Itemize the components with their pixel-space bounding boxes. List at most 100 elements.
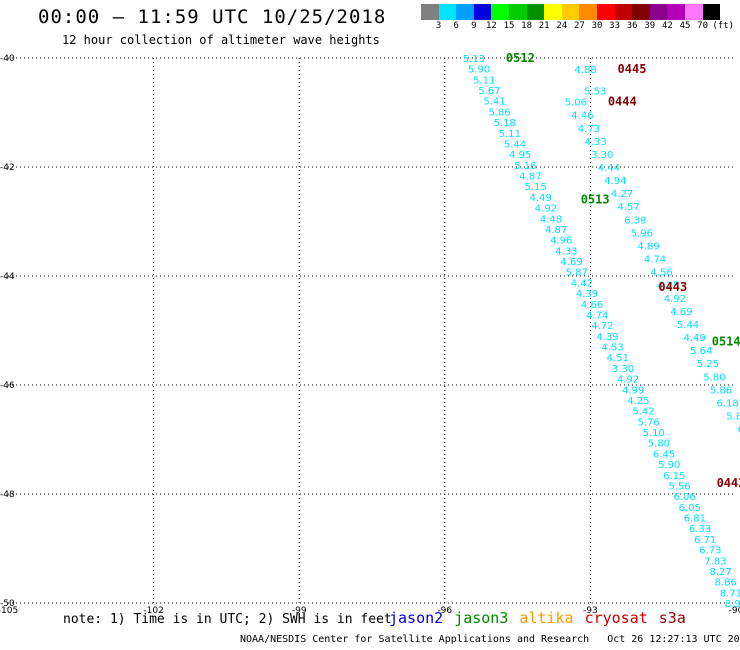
wave-height-value: 5.10 bbox=[643, 428, 665, 439]
color-scale-label: 45 bbox=[679, 21, 691, 31]
x-tick-label: -96 bbox=[437, 606, 452, 616]
color-swatch bbox=[421, 4, 439, 20]
color-scale-label: 70 bbox=[697, 21, 709, 31]
wave-height-value: 4.95 bbox=[509, 150, 531, 161]
satellite-legend: jason2 jason3 altika cryosat s3a bbox=[389, 609, 697, 627]
wave-height-value: 4.49 bbox=[684, 333, 706, 344]
wave-height-value: 5.90 bbox=[658, 460, 680, 471]
color-scale-label: 33 bbox=[609, 21, 621, 31]
y-tick-label: -48 bbox=[0, 490, 15, 500]
color-scale-label: 36 bbox=[626, 21, 638, 31]
wave-height-value: 5.53 bbox=[584, 87, 606, 98]
wave-height-value: 5.96 bbox=[631, 228, 653, 239]
color-swatch bbox=[438, 4, 457, 20]
wave-height-value: 4.92 bbox=[664, 294, 686, 305]
y-tick-label: -50 bbox=[0, 599, 15, 609]
wave-height-value: 6.73 bbox=[699, 546, 721, 557]
color-scale-label: 18 bbox=[521, 21, 533, 31]
x-tick-label: -99 bbox=[292, 606, 307, 616]
wave-height-value: 6.15 bbox=[663, 471, 685, 482]
wave-height-value: 4.48 bbox=[540, 214, 562, 225]
wave-height-value: 4.88 bbox=[574, 65, 596, 76]
wave-height-color-scale bbox=[421, 4, 721, 20]
wave-height-value: 4.46 bbox=[571, 111, 593, 122]
wave-height-value: 6 bbox=[738, 425, 740, 436]
wave-height-value: 4.94 bbox=[604, 176, 626, 187]
legend-item-altika: altika bbox=[519, 609, 574, 627]
wave-height-value: 5.11 bbox=[473, 75, 495, 86]
wave-height-value: 4.56 bbox=[651, 268, 673, 279]
footer: NOAA/NESDIS Center for Satellite Applica… bbox=[240, 634, 740, 645]
pass-time-labels: 0512 0445 0444 0513 0443 0514 0442 bbox=[506, 51, 740, 490]
wave-height-value: 4.87 bbox=[545, 225, 567, 236]
wave-height-value: 5.06 bbox=[565, 98, 587, 109]
wave-height-value: 5.86 bbox=[710, 385, 732, 396]
wave-height-value: 4.69 bbox=[670, 307, 692, 318]
pass-time-label: 0513 bbox=[581, 193, 610, 207]
footer-timestamp: Oct 26 12:27:13 UTC 2018 bbox=[607, 634, 740, 645]
wave-height-value: 5.56 bbox=[668, 481, 690, 492]
wave-height-value: 5.42 bbox=[632, 407, 654, 418]
x-tick-label: -90 bbox=[729, 606, 740, 616]
wave-height-value: 5.13 bbox=[463, 54, 485, 65]
wave-height-values: 5.135.905.115.675.415.865.185.115.444.95… bbox=[463, 54, 740, 610]
x-tick-label: -105 bbox=[0, 606, 18, 616]
axis-tick-labels: -105 -102 -99 -96 -93 -90 -40 -42 -44 -46 -48 -50 bbox=[0, 54, 740, 616]
wave-height-value: 5.16 bbox=[514, 161, 536, 172]
y-tick-label: -40 bbox=[0, 54, 15, 64]
wave-height-value: 6.45 bbox=[653, 449, 675, 460]
color-scale-label: 6 bbox=[453, 21, 459, 31]
wave-height-value: 4.33 bbox=[555, 246, 577, 257]
wave-height-value: 3.30 bbox=[591, 150, 613, 161]
color-scale-label: 27 bbox=[573, 21, 585, 31]
wave-height-value: 8.86 bbox=[715, 578, 737, 589]
wave-height-value: 4.44 bbox=[598, 163, 620, 174]
color-swatch bbox=[491, 4, 509, 20]
wave-height-value: 4.57 bbox=[618, 202, 640, 213]
pass-time-label: 0444 bbox=[608, 95, 637, 109]
wave-height-value: 6.33 bbox=[689, 524, 711, 535]
color-swatch bbox=[596, 4, 615, 20]
wave-height-value: 6.18 bbox=[717, 398, 739, 409]
grid-lines bbox=[8, 57, 736, 604]
wave-height-value: 4.74 bbox=[586, 310, 608, 321]
color-swatch bbox=[649, 4, 668, 20]
chart-subtitle: 12 hour collection of altimeter wave hei… bbox=[62, 33, 380, 47]
color-swatch bbox=[456, 4, 474, 20]
x-tick-label: -93 bbox=[583, 606, 598, 616]
wave-height-value: 4.92 bbox=[617, 375, 639, 386]
wave-height-value: 5.44 bbox=[504, 139, 526, 150]
color-scale-label: 9 bbox=[471, 21, 477, 31]
color-swatch bbox=[702, 4, 721, 20]
wave-height-value: 5.76 bbox=[638, 417, 660, 428]
wave-height-value: 6.71 bbox=[694, 535, 716, 546]
color-scale-label: 30 bbox=[591, 21, 603, 31]
wave-height-value: 3.30 bbox=[612, 364, 634, 375]
wave-height-value: 5.25 bbox=[697, 359, 719, 370]
wave-height-value: 5.11 bbox=[499, 129, 521, 140]
wave-height-value: 4.25 bbox=[627, 396, 649, 407]
legend-item-cryosat: cryosat bbox=[584, 609, 648, 627]
wave-height-value: 4.69 bbox=[560, 257, 582, 268]
footer-agency: NOAA/NESDIS Center for Satellite Applica… bbox=[240, 634, 590, 645]
wave-height-value: 4.92 bbox=[535, 204, 557, 215]
color-scale-label: 12 bbox=[485, 21, 497, 31]
pass-time-label: 0443 bbox=[658, 280, 687, 294]
wave-height-value: 5.80 bbox=[703, 372, 725, 383]
color-scale-label: 3 bbox=[435, 21, 442, 31]
wave-height-value: 6.39 bbox=[624, 215, 646, 226]
wave-height-value: 4.27 bbox=[611, 189, 633, 200]
pass-time-label: 0512 bbox=[506, 51, 535, 65]
legend-item-jason2: jason2 bbox=[389, 609, 444, 627]
wave-height-value: 4.25 bbox=[657, 281, 679, 292]
wave-height-value: 5.90 bbox=[468, 65, 490, 76]
y-tick-label: -42 bbox=[0, 163, 15, 173]
wave-height-value: 5.80 bbox=[648, 439, 670, 450]
wave-height-value: 4.39 bbox=[576, 289, 598, 300]
wave-height-value: 4.53 bbox=[602, 343, 624, 354]
color-swatch bbox=[632, 4, 650, 20]
x-tick-label: -102 bbox=[143, 606, 163, 616]
wave-height-value: 4.51 bbox=[607, 353, 629, 364]
wave-height-value: 5.41 bbox=[483, 97, 505, 108]
wave-height-value: 8.93 bbox=[725, 599, 740, 610]
